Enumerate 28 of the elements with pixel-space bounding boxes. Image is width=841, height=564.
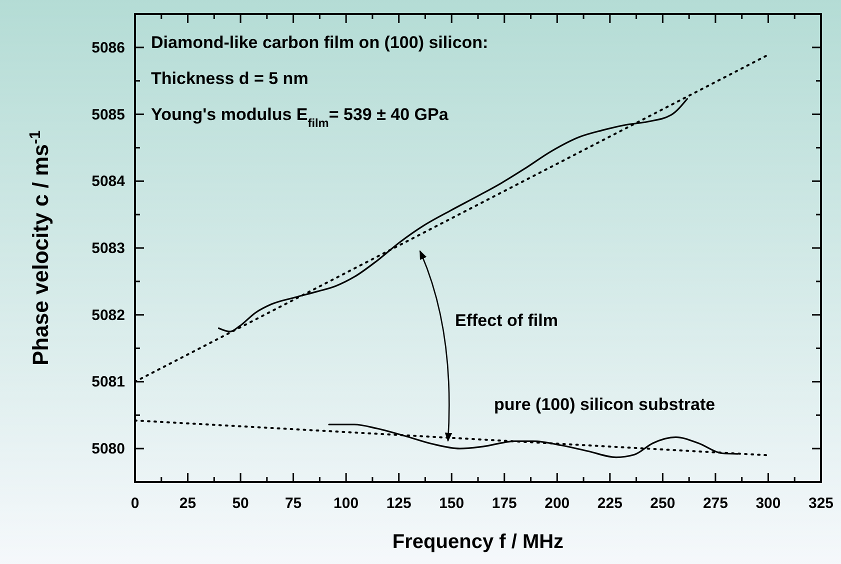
x-tick-label: 50 bbox=[232, 495, 249, 512]
x-tick-label: 75 bbox=[284, 495, 302, 512]
y-tick-label: 5081 bbox=[92, 374, 125, 391]
x-tick-label: 0 bbox=[130, 495, 140, 512]
y-tick-label: 5082 bbox=[92, 306, 125, 324]
x-tick-label: 300 bbox=[756, 495, 781, 512]
annotation: pure (100) silicon substrate bbox=[494, 395, 716, 414]
x-tick-label: 200 bbox=[544, 495, 570, 512]
x-tick-label: 225 bbox=[597, 495, 622, 512]
x-tick-label: 275 bbox=[702, 495, 728, 512]
x-axis-title: Frequency f / MHz bbox=[392, 531, 564, 553]
y-tick-label: 5086 bbox=[92, 39, 125, 56]
y-tick-label: 5085 bbox=[92, 106, 125, 124]
annotation: Thickness d = 5 nm bbox=[151, 69, 308, 88]
x-tick-label: 150 bbox=[439, 495, 464, 512]
y-tick-label: 5084 bbox=[92, 173, 126, 190]
x-tick-label: 175 bbox=[492, 495, 517, 512]
annotation: Effect of film bbox=[455, 311, 558, 330]
y-tick-label: 5083 bbox=[92, 240, 125, 257]
x-tick-label: 100 bbox=[334, 495, 359, 512]
x-tick-label: 250 bbox=[650, 495, 676, 512]
x-tick-label: 25 bbox=[179, 495, 196, 512]
annotation: Diamond-like carbon film on (100) silicon: bbox=[151, 33, 488, 52]
y-tick-label: 5080 bbox=[92, 440, 125, 458]
x-tick-label: 125 bbox=[386, 495, 412, 512]
x-tick-label: 325 bbox=[808, 495, 834, 512]
annotation: Young's modulus E$_{film}$= 539 ± 40 GPa bbox=[151, 105, 449, 130]
line-series bbox=[218, 98, 688, 332]
